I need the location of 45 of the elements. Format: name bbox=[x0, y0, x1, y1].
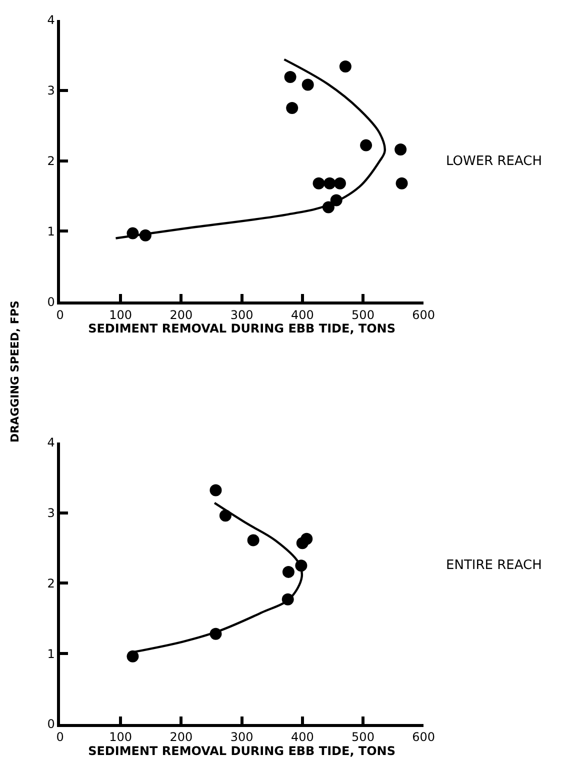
y-axis-title: DRAGGING SPEED, FPS bbox=[8, 300, 22, 443]
y-tick-label: 3 bbox=[47, 84, 55, 98]
text: ENTIRE REACH bbox=[446, 558, 542, 573]
point bbox=[339, 60, 352, 72]
point bbox=[210, 484, 222, 496]
x-axis-title: SEDIMENT REMOVAL DURING EBB TIDE, TONS bbox=[88, 322, 396, 336]
x-tick-label: 300 bbox=[230, 308, 254, 322]
x-tick-label: 100 bbox=[109, 730, 132, 744]
point bbox=[394, 144, 407, 156]
y-tick-label: 0 bbox=[47, 294, 55, 309]
point bbox=[312, 177, 325, 190]
point bbox=[324, 177, 336, 190]
point bbox=[300, 532, 313, 545]
point bbox=[247, 534, 260, 546]
point bbox=[302, 78, 314, 91]
x-tick-label: 100 bbox=[109, 308, 132, 322]
x-tick-label: 600 bbox=[412, 308, 436, 322]
x-tick-label: 400 bbox=[290, 730, 314, 744]
y-tick-label: 3 bbox=[47, 506, 55, 520]
point bbox=[126, 650, 139, 662]
x-tick-label: 200 bbox=[170, 730, 193, 744]
y-tick-label: 2 bbox=[47, 154, 55, 168]
point bbox=[360, 139, 372, 152]
y-tick-label: 0 bbox=[47, 717, 55, 732]
x-tick-label: 300 bbox=[230, 730, 254, 744]
x-tick-label: 400 bbox=[290, 308, 314, 322]
y-tick-label: 1 bbox=[47, 646, 55, 661]
y-tick-label: 2 bbox=[47, 576, 55, 590]
point bbox=[334, 177, 346, 190]
line-series bbox=[114, 58, 386, 240]
y-tick-label: 1 bbox=[47, 224, 55, 238]
x-tick-label: 0 bbox=[56, 308, 64, 322]
x-axis-title: SEDIMENT REMOVAL DURING EBB TIDE, TONS bbox=[88, 744, 396, 758]
x-tick-label: 500 bbox=[352, 308, 374, 322]
x-tick-label: 200 bbox=[170, 308, 193, 322]
y-tick-label: 4 bbox=[47, 436, 55, 450]
point bbox=[282, 566, 294, 578]
y-tick-label: 4 bbox=[47, 13, 55, 28]
x-tick-label: 600 bbox=[412, 730, 436, 744]
x-tick-label: 0 bbox=[56, 730, 64, 744]
point bbox=[284, 71, 296, 84]
x-tick-label: 500 bbox=[352, 730, 374, 744]
point bbox=[286, 102, 298, 114]
text: LOWER REACH bbox=[446, 154, 542, 169]
point bbox=[396, 177, 408, 190]
